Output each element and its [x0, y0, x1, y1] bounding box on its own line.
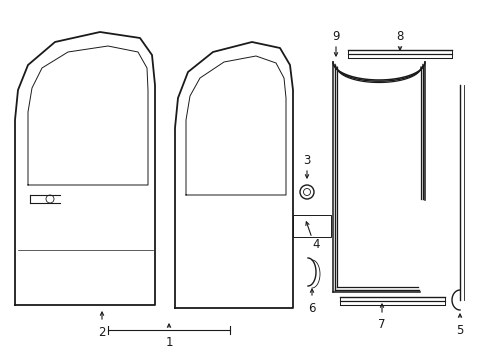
Text: 3: 3 [303, 153, 310, 166]
Text: 6: 6 [307, 302, 315, 315]
Text: 4: 4 [312, 238, 319, 251]
Text: 8: 8 [395, 30, 403, 42]
Text: 9: 9 [331, 30, 339, 42]
Text: 7: 7 [378, 319, 385, 332]
Text: 5: 5 [455, 324, 463, 337]
Text: 1: 1 [165, 336, 172, 348]
Bar [292, 215, 330, 237]
Text: 2: 2 [98, 325, 105, 338]
